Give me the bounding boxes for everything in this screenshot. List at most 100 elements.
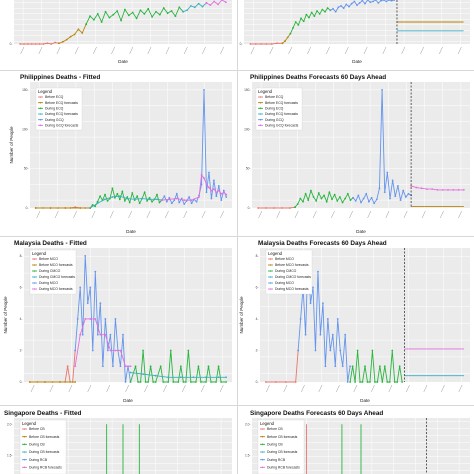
x-tick-label	[371, 384, 375, 393]
data-point	[265, 381, 267, 383]
legend-swatch-dot	[269, 276, 272, 278]
data-point	[93, 18, 95, 21]
legend-swatch-dot	[33, 270, 36, 272]
x-tick-label	[423, 384, 428, 393]
data-point	[109, 349, 112, 352]
series-line	[74, 318, 131, 367]
data-point	[152, 381, 155, 383]
data-point	[143, 13, 146, 15]
x-tick-label	[344, 46, 349, 55]
data-point	[375, 198, 378, 201]
x-tick-label	[73, 210, 77, 219]
data-point	[324, 10, 326, 13]
x-tick-label	[336, 384, 340, 393]
y-tick-label: 1.5-	[245, 453, 251, 457]
data-point	[210, 189, 213, 192]
x-tick-label	[258, 210, 263, 219]
x-tick-label	[183, 46, 188, 55]
data-point	[147, 381, 150, 383]
data-point	[114, 196, 116, 199]
data-point	[260, 43, 262, 45]
data-point	[222, 191, 225, 194]
legend-swatch-dot	[259, 107, 262, 110]
x-tick-label	[326, 46, 330, 55]
data-point	[213, 188, 215, 190]
y-tick-label: 0-	[26, 206, 29, 210]
x-tick-label	[420, 46, 424, 55]
data-point	[155, 10, 157, 13]
legend-box	[19, 419, 67, 474]
data-point	[166, 12, 169, 15]
data-point	[336, 200, 339, 202]
chart-title: Philippines Deaths Forecasts 60 Days Ahe…	[250, 74, 386, 81]
data-point	[348, 5, 350, 8]
data-point	[131, 11, 134, 14]
data-point	[169, 349, 172, 352]
data-point	[315, 200, 318, 202]
data-point	[76, 318, 79, 320]
legend-swatch-dot	[33, 282, 36, 284]
data-point	[186, 9, 188, 12]
data-point	[193, 6, 196, 9]
data-point	[326, 318, 329, 320]
data-point	[58, 42, 60, 45]
data-point	[106, 349, 109, 352]
data-point	[104, 318, 107, 320]
x-tick-label	[74, 46, 79, 55]
x-tick-label	[266, 384, 270, 393]
data-point	[364, 365, 366, 368]
data-point	[96, 200, 99, 203]
x-tick-label	[382, 46, 387, 55]
data-point	[170, 202, 173, 205]
data-point	[147, 7, 150, 10]
data-point	[195, 200, 198, 203]
x-tick-label	[385, 210, 390, 219]
legend-label: During MCO	[39, 281, 58, 285]
legend-label: Before ECQ	[45, 95, 64, 99]
data-point	[310, 189, 312, 192]
data-point	[94, 318, 97, 320]
legend-label: During CB	[267, 442, 283, 446]
data-point	[399, 199, 402, 202]
data-point	[374, 381, 376, 383]
series-line	[289, 7, 331, 34]
x-tick-label	[401, 46, 406, 55]
legend-label: During ECQ	[265, 106, 284, 110]
data-point	[397, 185, 399, 187]
data-point	[404, 196, 407, 198]
x-tick-label	[20, 46, 25, 55]
data-point	[389, 197, 391, 200]
x-tick-label	[202, 46, 206, 55]
data-point	[91, 203, 94, 206]
data-point	[158, 201, 161, 204]
data-point	[385, 0, 388, 3]
data-point	[294, 21, 297, 23]
data-point	[19, 43, 22, 45]
legend-swatch-dot	[39, 107, 42, 110]
data-point	[205, 381, 207, 383]
legend-label: During CMCO	[275, 269, 297, 273]
data-point	[289, 32, 292, 35]
x-tick-label	[68, 384, 73, 393]
chart-title: Malaysia Deaths Forecasts 60 Days Ahead	[258, 240, 387, 247]
data-point	[331, 198, 333, 201]
legend-box	[255, 87, 303, 131]
data-point	[208, 171, 210, 174]
data-point	[179, 365, 182, 368]
legend-swatch-dot	[23, 443, 26, 446]
data-point	[341, 365, 344, 368]
data-point	[380, 0, 382, 2]
data-point	[357, 194, 360, 197]
data-point	[300, 17, 302, 20]
legend-label: Before MCO	[275, 257, 294, 261]
data-point	[85, 23, 88, 26]
data-point	[178, 201, 181, 204]
x-tick-label	[458, 210, 462, 219]
x-tick-label	[30, 384, 35, 393]
data-point	[383, 365, 386, 368]
data-point	[294, 381, 297, 383]
legend-label: During CMCO forecasts	[39, 275, 75, 279]
data-point	[401, 381, 404, 383]
data-point	[124, 381, 127, 383]
legend-label: During RCB forecasts	[29, 465, 62, 469]
